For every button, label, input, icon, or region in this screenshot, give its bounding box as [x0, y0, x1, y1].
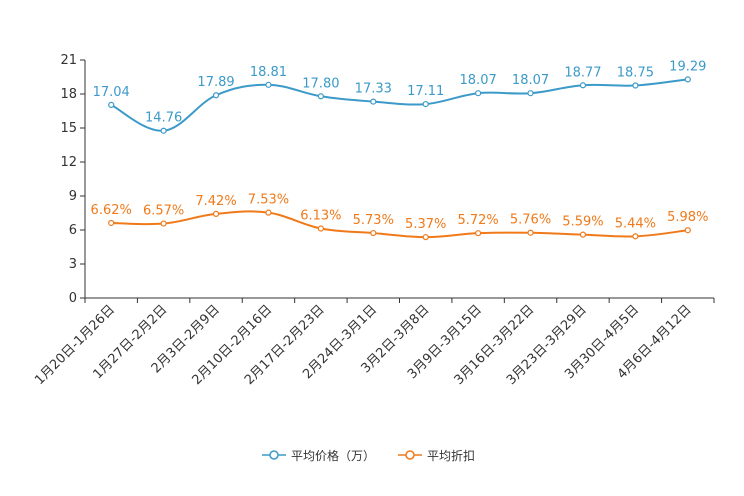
data-point[interactable]	[108, 219, 115, 227]
data-point[interactable]	[265, 81, 272, 88]
data-point[interactable]	[422, 234, 429, 241]
data-label: 5.37%	[405, 217, 446, 232]
data-point[interactable]	[684, 227, 691, 234]
series-layer: 17.04 14.76 17.89 18.81 17.80 17.33 17.11 18.07…	[91, 59, 708, 241]
data-label: 17.80	[302, 76, 339, 91]
data-point[interactable]	[212, 210, 220, 218]
data-label: 6.62%	[91, 203, 132, 218]
data-point[interactable]	[579, 82, 587, 89]
series-avg-price: 17.04 14.76 17.89 18.81 17.80 17.33 17.11 18.07…	[93, 59, 706, 134]
series-line	[111, 210, 688, 239]
data-label: 18.77	[564, 65, 601, 80]
data-point[interactable]	[160, 127, 167, 134]
data-label: 18.07	[460, 73, 497, 88]
legend-label: 平均折扣	[427, 448, 475, 463]
data-point[interactable]	[212, 92, 220, 99]
data-point[interactable]	[475, 90, 482, 97]
data-point[interactable]	[265, 209, 272, 216]
legend-item-avg-price[interactable]: 平均价格（万）	[262, 448, 375, 463]
data-point[interactable]	[475, 230, 482, 237]
data-label: 5.72%	[457, 213, 498, 228]
y-tick-label: 15	[60, 121, 77, 136]
data-point[interactable]	[317, 225, 324, 232]
series-avg-discount: 6.62% 6.57% 7.42% 7.53% 6.13% 5.73% 5.37% 5.72%…	[91, 193, 708, 241]
data-label: 5.73%	[353, 213, 394, 228]
data-point[interactable]	[370, 98, 377, 105]
data-point[interactable]	[108, 101, 115, 108]
y-tick-label: 6	[69, 223, 77, 238]
data-point[interactable]	[632, 82, 639, 89]
data-label: 18.81	[250, 65, 287, 80]
data-label: 18.75	[617, 66, 654, 81]
data-point[interactable]	[317, 93, 324, 100]
data-label: 7.53%	[248, 193, 289, 208]
data-point[interactable]	[527, 229, 534, 236]
data-point[interactable]	[370, 229, 377, 237]
y-tick-label: 9	[69, 189, 77, 204]
data-point[interactable]	[527, 90, 534, 97]
legend-label: 平均价格（万）	[291, 448, 375, 463]
data-point[interactable]	[160, 220, 167, 227]
data-label: 14.76	[145, 111, 182, 126]
data-point[interactable]	[579, 231, 587, 238]
legend-marker-icon	[269, 450, 279, 460]
y-tick-label: 0	[69, 291, 77, 306]
legend-item-avg-discount[interactable]: 平均折扣	[398, 448, 475, 463]
data-label: 6.13%	[300, 209, 341, 224]
data-point[interactable]	[422, 100, 429, 108]
data-label: 19.29	[669, 59, 706, 74]
data-label: 5.76%	[510, 213, 551, 228]
y-tick-label: 12	[60, 155, 77, 170]
data-label: 5.59%	[562, 215, 603, 230]
y-tick-label: 21	[60, 53, 77, 68]
data-label: 7.42%	[195, 194, 236, 209]
legend-marker-icon	[405, 450, 415, 460]
data-point[interactable]	[684, 76, 691, 83]
data-label: 6.57%	[143, 204, 184, 219]
data-label: 17.33	[355, 82, 392, 97]
data-label: 17.89	[197, 75, 234, 90]
legend[interactable]: 平均价格（万） 平均折扣	[262, 448, 475, 463]
y-tick-label: 3	[69, 257, 77, 272]
data-label: 5.44%	[615, 216, 656, 231]
y-tick-label: 18	[60, 87, 77, 102]
data-label: 17.04	[93, 85, 130, 100]
data-point[interactable]	[632, 233, 639, 240]
data-label: 18.07	[512, 73, 549, 88]
series-line	[110, 78, 688, 132]
data-label: 17.11	[407, 84, 444, 99]
data-label: 5.98%	[667, 210, 708, 225]
